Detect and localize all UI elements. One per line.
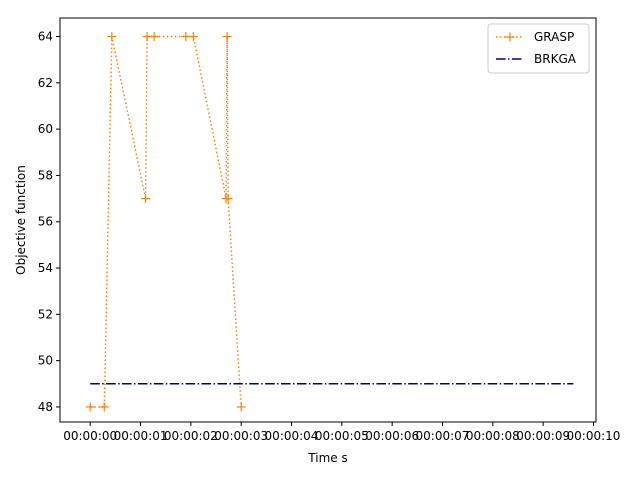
plot-area [60, 18, 596, 422]
x-tick-label: 00:00:01 [114, 429, 168, 443]
x-tick-label: 00:00:06 [365, 429, 419, 443]
legend-label-grasp: GRASP [534, 30, 574, 44]
x-axis-label: Time s [307, 451, 347, 465]
series-layer [85, 32, 574, 412]
x-tick-label: 00:00:05 [315, 429, 369, 443]
data-point-grasp [107, 32, 117, 42]
y-tick-label: 58 [38, 168, 53, 182]
data-point-grasp [141, 194, 151, 204]
x-tick-label: 00:00:07 [416, 429, 470, 443]
x-tick-label: 00:00:08 [466, 429, 520, 443]
data-point-grasp [181, 32, 191, 42]
x-tick-label: 00:00:03 [214, 429, 268, 443]
y-tick-label: 48 [38, 400, 53, 414]
x-tick-label: 00:00:09 [516, 429, 570, 443]
x-axis: 00:00:0000:00:0100:00:0200:00:0300:00:04… [63, 422, 620, 443]
data-point-grasp [99, 402, 109, 412]
y-tick-label: 54 [38, 261, 53, 275]
legend: GRASP BRKGA [487, 23, 590, 74]
y-tick-label: 56 [38, 215, 53, 229]
y-axis-label: Objective function [14, 165, 28, 275]
x-tick-label: 00:00:04 [265, 429, 319, 443]
x-tick-label: 00:00:00 [63, 429, 117, 443]
data-point-grasp [222, 32, 232, 42]
data-point-grasp [188, 32, 198, 42]
y-tick-label: 64 [38, 30, 53, 44]
series-line-grasp [90, 35, 242, 408]
legend-label-brkga: BRKGA [534, 52, 577, 66]
y-tick-label: 60 [38, 122, 53, 136]
y-axis: 48 50 52 54 56 58 60 62 64 [38, 30, 60, 414]
data-point-grasp [236, 402, 246, 412]
x-tick-label: 00:00:02 [164, 429, 218, 443]
x-tick-label: 00:00:10 [567, 429, 621, 443]
plot-frame [59, 17, 597, 423]
data-point-grasp [85, 402, 95, 412]
data-point-grasp [223, 194, 233, 204]
y-tick-label: 62 [38, 76, 53, 90]
y-tick-label: 52 [38, 307, 53, 321]
data-point-grasp [149, 32, 159, 42]
y-tick-label: 50 [38, 354, 53, 368]
